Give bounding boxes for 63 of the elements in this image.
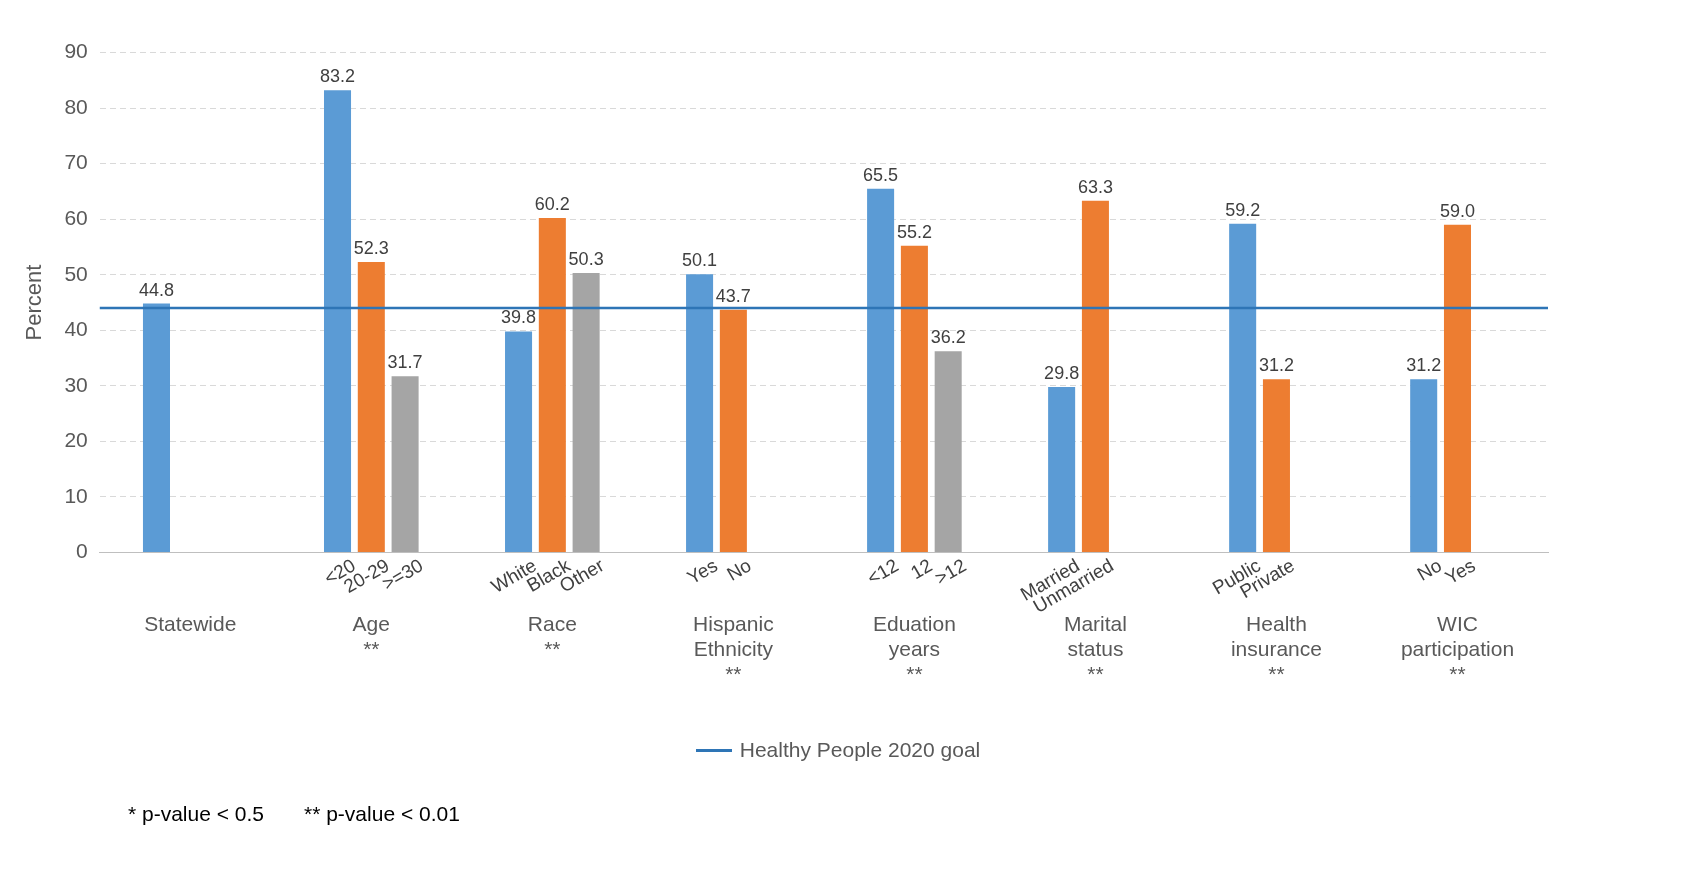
bar bbox=[719, 309, 747, 552]
y-tick-label: 60 bbox=[64, 206, 88, 229]
data-label: 31.2 bbox=[1406, 355, 1442, 376]
data-label: 50.3 bbox=[568, 249, 604, 270]
data-label: 43.7 bbox=[715, 285, 751, 306]
data-label: 31.7 bbox=[387, 352, 423, 373]
data-label: 44.8 bbox=[138, 279, 174, 300]
y-tick-label: 10 bbox=[64, 483, 88, 507]
bar bbox=[1443, 224, 1471, 552]
data-label: 52.3 bbox=[353, 237, 389, 258]
x-tick-label: Age ** bbox=[352, 611, 390, 660]
data-label: 55.2 bbox=[896, 221, 932, 242]
legend-label: Healthy People 2020 goal bbox=[739, 738, 981, 762]
data-label: 59.2 bbox=[1225, 199, 1261, 220]
text: 12 bbox=[906, 554, 936, 584]
y-tick-label: 40 bbox=[64, 317, 88, 341]
y-tick-label: 0 bbox=[76, 539, 88, 563]
bar bbox=[934, 351, 962, 552]
y-tick-label: 30 bbox=[64, 372, 88, 396]
x-tick-label: WIC participation ** bbox=[1400, 611, 1515, 686]
x-tick-label: Statewide bbox=[144, 611, 237, 635]
x-tick-label: Hispanic Ethnicity ** bbox=[693, 611, 774, 686]
bar bbox=[357, 261, 385, 552]
bar bbox=[1081, 200, 1109, 552]
bar bbox=[1262, 379, 1290, 552]
data-label: 36.2 bbox=[930, 327, 966, 348]
bar bbox=[900, 245, 928, 552]
data-label: 39.8 bbox=[501, 307, 537, 328]
bar bbox=[1229, 223, 1257, 552]
data-label: 83.2 bbox=[319, 66, 356, 87]
x-tick-label: Marital status ** bbox=[1063, 611, 1127, 686]
data-label: 59.0 bbox=[1439, 200, 1476, 221]
bar bbox=[142, 303, 170, 552]
text: ** p-value < 0.01 bbox=[304, 802, 460, 826]
y-tick-label: 90 bbox=[64, 39, 88, 63]
data-label: 60.2 bbox=[534, 194, 570, 215]
data-label: 29.8 bbox=[1044, 362, 1080, 383]
bar bbox=[686, 274, 714, 552]
text: Yes bbox=[683, 554, 721, 589]
bar bbox=[1048, 386, 1076, 552]
text: No bbox=[723, 554, 755, 585]
y-tick-label: 80 bbox=[64, 94, 88, 118]
data-label: 50.1 bbox=[682, 250, 718, 271]
bar bbox=[867, 188, 895, 552]
y-axis-title: Percent bbox=[21, 264, 47, 341]
data-label: 31.2 bbox=[1258, 355, 1294, 376]
bar bbox=[572, 273, 600, 552]
bar bbox=[391, 376, 419, 552]
bar bbox=[538, 218, 566, 552]
data-label: 65.5 bbox=[863, 164, 899, 185]
y-tick-label: 70 bbox=[64, 150, 88, 174]
bar bbox=[1410, 379, 1438, 552]
bar bbox=[323, 90, 352, 552]
x-tick-label: Health insurance ** bbox=[1230, 611, 1322, 686]
bar bbox=[505, 331, 533, 552]
x-tick-label: Race ** bbox=[527, 611, 577, 660]
y-tick-label: 50 bbox=[64, 261, 88, 285]
text: Yes bbox=[1441, 554, 1479, 589]
x-tick-label: Eduation years ** bbox=[872, 611, 956, 686]
data-label: 63.3 bbox=[1077, 176, 1113, 197]
text: <12 bbox=[863, 554, 902, 589]
y-tick-label: 20 bbox=[64, 428, 88, 452]
text: * p-value < 0.5 bbox=[128, 802, 265, 826]
